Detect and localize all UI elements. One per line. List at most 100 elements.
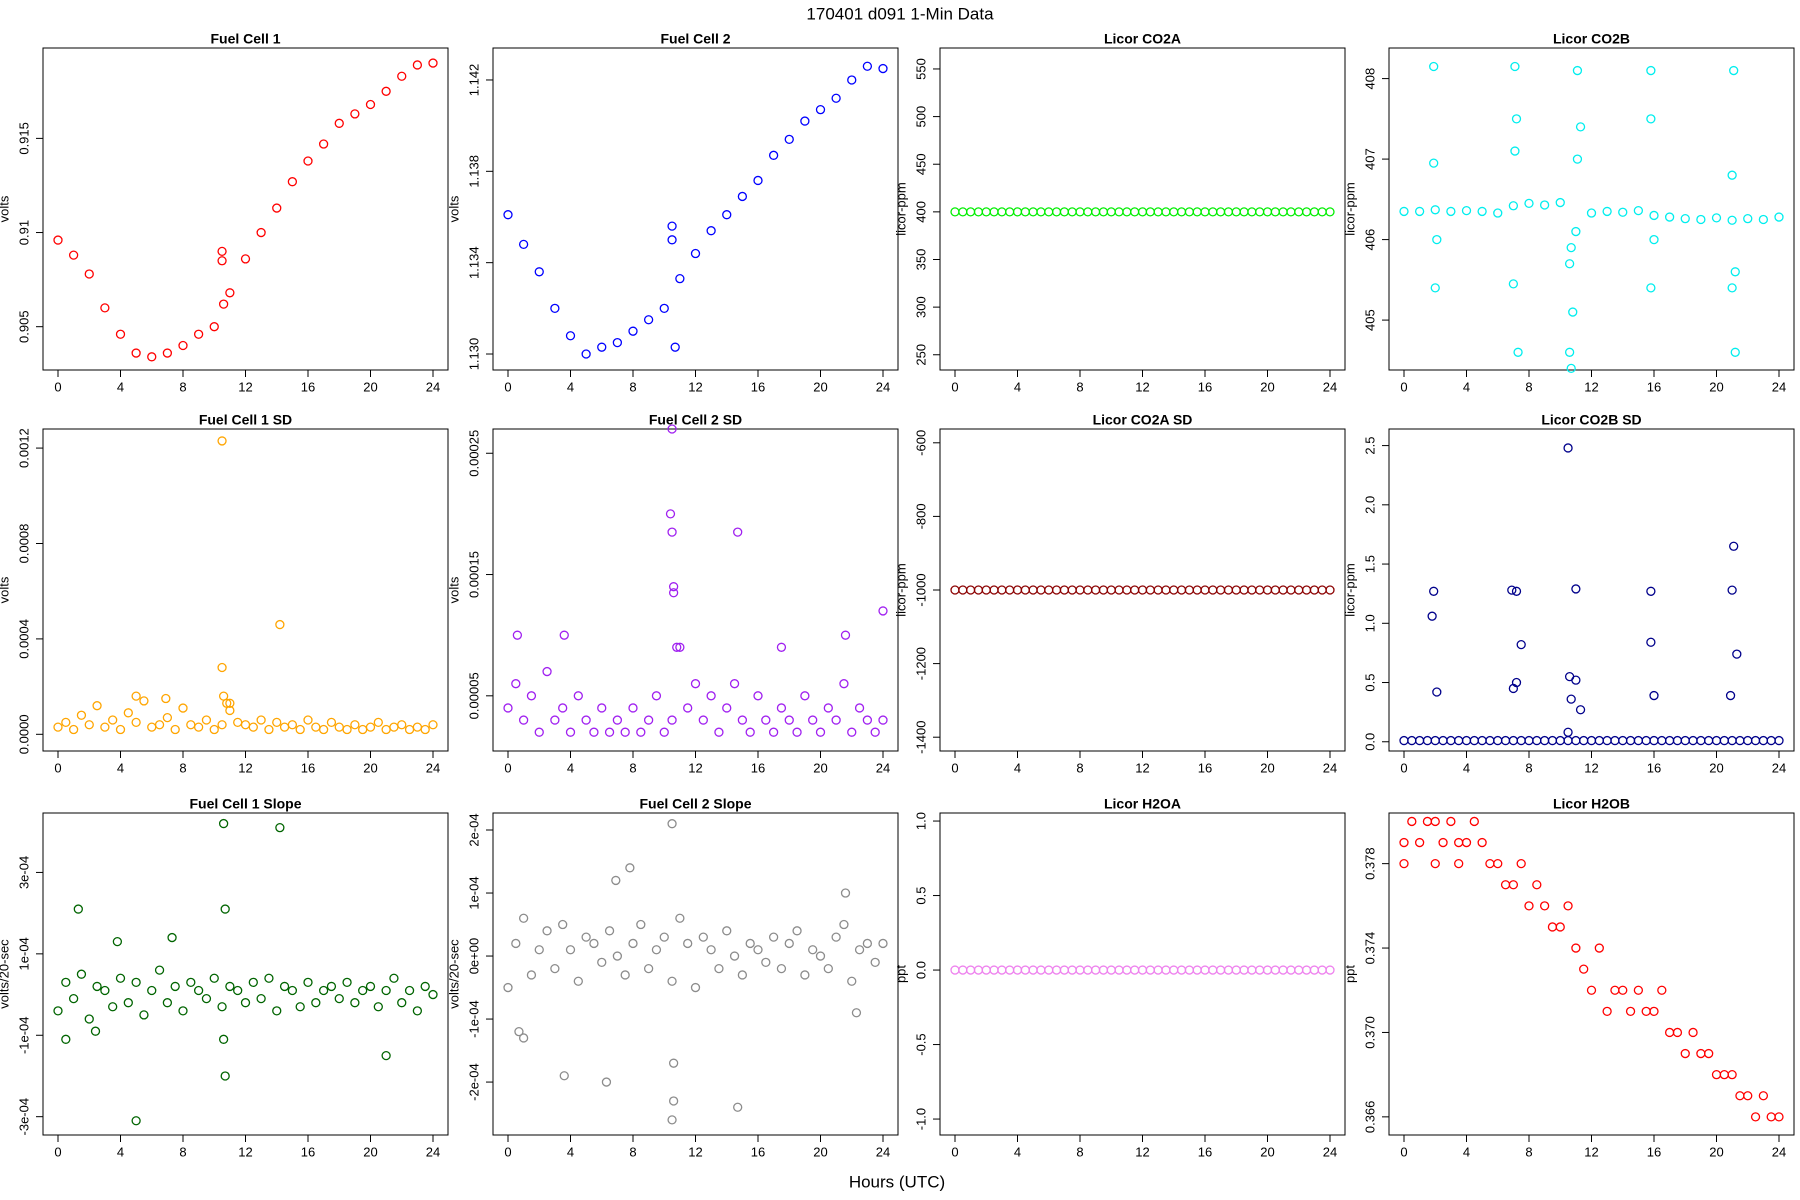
point bbox=[965, 207, 976, 217]
point bbox=[753, 175, 763, 186]
point bbox=[854, 703, 865, 713]
x-tick-label: 8 bbox=[629, 1144, 636, 1159]
y-axis-label: licor-ppm bbox=[1342, 182, 1357, 235]
point bbox=[272, 203, 282, 213]
point bbox=[131, 977, 141, 987]
point bbox=[303, 715, 313, 725]
x-tick-label: 24 bbox=[1772, 760, 1786, 775]
point bbox=[1579, 964, 1589, 974]
point bbox=[365, 722, 376, 732]
point bbox=[604, 727, 615, 737]
point bbox=[503, 703, 513, 713]
point bbox=[1524, 901, 1534, 911]
point bbox=[1309, 965, 1320, 975]
point bbox=[381, 724, 391, 735]
point bbox=[53, 235, 63, 245]
point bbox=[950, 207, 960, 217]
point bbox=[264, 973, 274, 983]
point bbox=[675, 274, 685, 284]
point bbox=[1325, 585, 1335, 595]
point bbox=[862, 938, 873, 949]
point bbox=[1758, 214, 1769, 225]
y-tick-label: 0.0 bbox=[913, 961, 928, 979]
point bbox=[1247, 965, 1257, 975]
point bbox=[1680, 735, 1690, 746]
x-tick-label: 20 bbox=[813, 760, 827, 775]
y-tick-label: -600 bbox=[913, 430, 928, 456]
plot-frame bbox=[939, 428, 1346, 752]
point bbox=[1278, 207, 1288, 217]
point bbox=[217, 256, 227, 266]
y-tick-label: 300 bbox=[913, 296, 928, 318]
point bbox=[862, 715, 873, 725]
point bbox=[1137, 207, 1148, 217]
point bbox=[1067, 965, 1077, 975]
point bbox=[1625, 735, 1636, 746]
point bbox=[217, 436, 227, 446]
plot-frame bbox=[492, 428, 899, 752]
point bbox=[1735, 735, 1745, 746]
point bbox=[147, 722, 157, 732]
point bbox=[526, 691, 537, 701]
y-tick-label: 0.915 bbox=[16, 122, 31, 155]
point bbox=[1422, 735, 1433, 746]
point bbox=[643, 715, 654, 725]
x-tick-label: 20 bbox=[813, 1144, 827, 1159]
point bbox=[420, 981, 430, 992]
point bbox=[1555, 735, 1565, 746]
point bbox=[1729, 541, 1739, 551]
point bbox=[981, 585, 991, 595]
point bbox=[989, 207, 999, 217]
point bbox=[1704, 1048, 1714, 1059]
panel-title: Fuel Cell 1 Slope bbox=[189, 796, 301, 812]
y-tick-label: 407 bbox=[1362, 148, 1377, 170]
point bbox=[131, 691, 141, 701]
point bbox=[1758, 735, 1769, 746]
point bbox=[706, 945, 716, 955]
point bbox=[737, 715, 748, 725]
point bbox=[714, 727, 724, 737]
panel-title: Fuel Cell 1 SD bbox=[199, 412, 292, 428]
point bbox=[275, 619, 285, 630]
point bbox=[612, 337, 623, 348]
point bbox=[279, 722, 290, 732]
x-tick-label: 4 bbox=[117, 1144, 124, 1159]
x-tick-label: 12 bbox=[238, 1144, 252, 1159]
point bbox=[131, 348, 141, 358]
point bbox=[1454, 735, 1464, 746]
point bbox=[550, 303, 560, 313]
point bbox=[668, 588, 679, 598]
point bbox=[870, 957, 880, 967]
x-tick-label: 0 bbox=[951, 379, 958, 394]
point bbox=[1594, 735, 1604, 746]
y-tick-label: 3e-04 bbox=[16, 856, 31, 889]
point bbox=[1430, 816, 1440, 827]
point bbox=[1098, 585, 1109, 595]
point bbox=[1711, 1070, 1722, 1080]
point bbox=[1262, 965, 1273, 975]
y-axis-label: volts bbox=[0, 576, 11, 603]
point bbox=[92, 981, 102, 992]
point bbox=[1572, 154, 1583, 164]
point bbox=[428, 989, 438, 1000]
x-tick-label: 8 bbox=[629, 379, 636, 394]
point bbox=[186, 977, 196, 987]
point bbox=[511, 938, 521, 949]
x-tick-label: 12 bbox=[688, 760, 702, 775]
point bbox=[1270, 207, 1280, 217]
x-tick-label: 12 bbox=[688, 1144, 702, 1159]
x-tick-label: 0 bbox=[54, 760, 61, 775]
plot-frame bbox=[42, 47, 449, 371]
point bbox=[878, 63, 888, 74]
point bbox=[178, 340, 188, 351]
point bbox=[1511, 677, 1522, 688]
point bbox=[981, 207, 991, 217]
point bbox=[997, 585, 1007, 595]
point bbox=[831, 715, 841, 725]
point bbox=[1766, 1112, 1776, 1122]
point bbox=[68, 993, 79, 1004]
point bbox=[973, 207, 984, 217]
y-axis-label: volts/20-sec bbox=[0, 939, 11, 1009]
point bbox=[100, 985, 110, 996]
point bbox=[1430, 283, 1440, 293]
